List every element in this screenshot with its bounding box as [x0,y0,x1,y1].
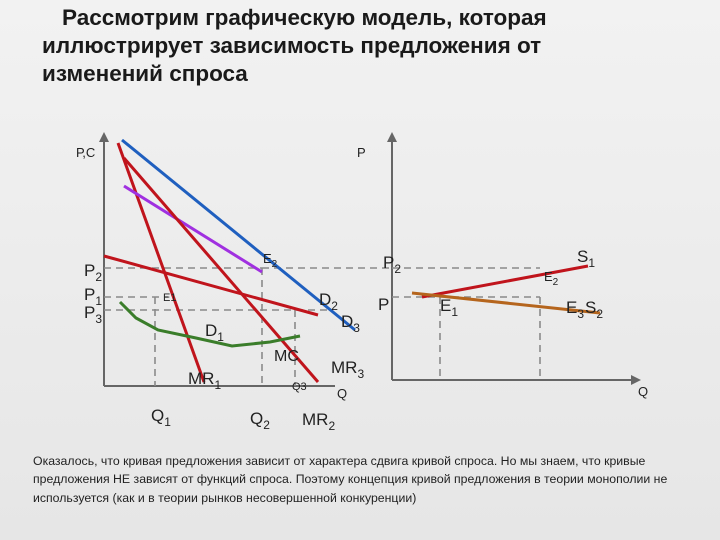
right-x-axis-label: Q [638,384,648,399]
mc-label: MC [274,348,299,365]
s1-supply-line [421,264,589,299]
left-dashed-guides [104,267,392,386]
d1-label: D1 [205,321,224,344]
left-graph: Р,С P2 P1 P3 E1 E2 D1 D2 D3 MC MR1 MR3 M… [76,132,392,433]
right-e1-label: E1 [440,296,458,319]
mr1-marginal-revenue-line [116,142,206,383]
right-dashed-guides [392,267,541,380]
d3-label: D3 [341,312,360,335]
slide-title: Рассмотрим графическую модель, которая и… [42,5,547,86]
left-x-axis-label: Q [337,386,347,401]
d2-label: D2 [319,290,338,313]
d3-demand-line [123,184,263,274]
p1-label: P1 [84,285,102,308]
d1-demand-line [121,138,356,332]
q2-label: Q2 [250,409,270,432]
mc-curve [118,300,301,348]
right-e2-label: E2 [544,269,559,288]
right-graph: Р P2 P E1 E2 E3 S2 S1 Q [357,132,648,399]
p3-label: P3 [84,303,102,326]
p2-label: P2 [84,261,102,284]
right-s2-label: S2 [585,298,603,321]
right-s1-label: S1 [577,247,595,270]
mr3-label: MR3 [331,358,364,381]
slide-caption: Оказалось, что кривая предложения зависи… [33,454,668,505]
s2-supply-line [411,291,601,315]
d2-demand-line [103,254,319,317]
q1-label: Q1 [151,406,171,429]
right-p-label: P [378,295,389,314]
right-p2-label: P2 [383,253,401,276]
right-y-axis-label: Р [357,145,366,160]
mr3-marginal-revenue-line [122,157,320,383]
left-y-axis-label: Р,С [76,145,95,160]
q3-label: Q3 [292,381,307,393]
mr1-label: MR1 [188,369,221,392]
mr2-label: MR2 [302,410,335,433]
right-e3-label: E3 [566,298,584,321]
e2-label: E2 [263,251,278,270]
e1-label: E1 [163,292,176,304]
